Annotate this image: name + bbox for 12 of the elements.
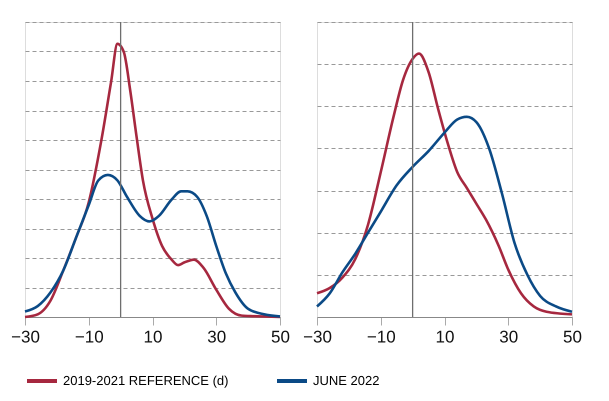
x-tick-label: −10	[74, 328, 104, 346]
x-tick-label: −30	[11, 328, 40, 346]
x-tick-label: −30	[303, 328, 332, 346]
x-tick-label: 50	[563, 328, 582, 346]
x-tick-label: 10	[436, 328, 454, 346]
x-tick-label: 50	[271, 328, 290, 346]
x-tick-label: 30	[207, 328, 226, 346]
legend-label: 2019-2021 REFERENCE (d)	[63, 373, 228, 388]
legend-label: JUNE 2022	[313, 373, 380, 388]
x-tick-label: 10	[144, 328, 162, 346]
x-tick-label: −10	[366, 328, 396, 346]
x-tick-label: 30	[499, 328, 518, 346]
